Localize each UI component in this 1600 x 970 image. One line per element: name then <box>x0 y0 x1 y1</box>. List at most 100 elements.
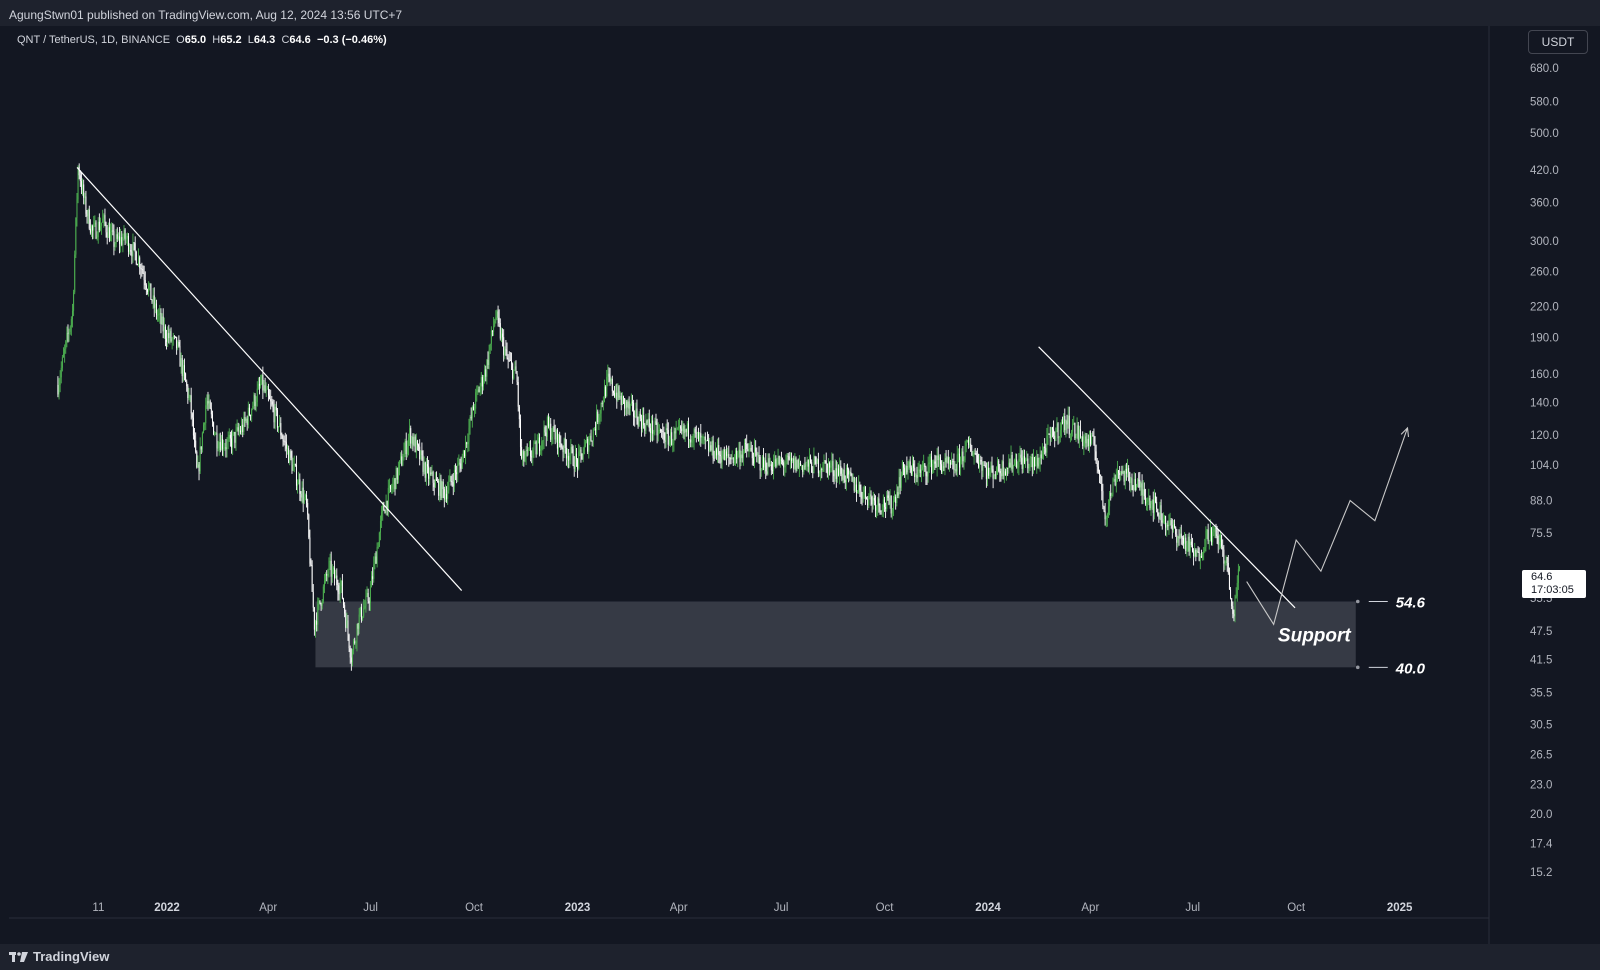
candle-body <box>293 464 295 466</box>
candle-body <box>685 429 687 433</box>
candle-body <box>881 509 883 512</box>
candle-body <box>589 435 591 443</box>
candle-body <box>387 487 389 510</box>
candle-body <box>1121 471 1123 474</box>
candle-body <box>1212 531 1214 543</box>
candle-body <box>290 451 292 458</box>
candle-body <box>574 453 576 469</box>
candle-body <box>483 380 485 387</box>
candle-body <box>1122 470 1124 474</box>
candle-body <box>956 454 958 472</box>
candle-body <box>312 591 314 608</box>
candle-body <box>821 468 823 471</box>
candle-body <box>470 416 472 419</box>
candle-body <box>1158 515 1160 519</box>
candle-body <box>106 232 108 238</box>
candle-body <box>1083 440 1085 447</box>
candle-body <box>1021 457 1023 469</box>
candle-body <box>758 455 760 457</box>
candle-body <box>308 514 310 538</box>
tradingview-logo[interactable]: TradingView <box>9 949 109 964</box>
candle-body <box>1099 471 1101 475</box>
candle-body <box>336 575 338 585</box>
candle-body <box>479 386 481 393</box>
candle-body <box>1051 427 1053 430</box>
candle-body <box>190 395 192 414</box>
candle-body <box>1174 523 1176 528</box>
candle-body <box>1111 494 1113 496</box>
candle-body <box>199 446 201 472</box>
price-tick-label: 580.0 <box>1530 97 1559 109</box>
candle-body <box>378 532 380 547</box>
candle-body <box>584 441 586 446</box>
candle-body <box>924 463 926 467</box>
candle-body <box>1124 468 1126 482</box>
candle-body <box>620 395 622 406</box>
candle-body <box>131 251 133 257</box>
candle-body <box>274 406 276 423</box>
candle-body <box>1217 535 1219 545</box>
candle-body <box>1197 550 1199 553</box>
projection-arrowhead <box>1400 426 1410 437</box>
candle-body <box>876 506 878 511</box>
candle-body <box>766 471 768 474</box>
candle-body <box>1010 455 1012 468</box>
candle-body <box>1224 560 1226 564</box>
candle-body <box>1093 435 1095 445</box>
candle-body <box>1130 478 1132 484</box>
candle-body <box>170 331 172 341</box>
time-tick-label: Jul <box>1185 902 1200 914</box>
candle-body <box>362 616 364 620</box>
candle-body <box>878 498 880 506</box>
candle-body <box>869 494 871 497</box>
currency-button[interactable]: USDT <box>1528 30 1588 54</box>
candle-body <box>935 463 937 468</box>
candle-body <box>756 451 758 456</box>
candle-body <box>1002 461 1004 476</box>
candle-body <box>691 441 693 443</box>
candle-body <box>842 469 844 480</box>
candle-body <box>545 432 547 437</box>
price-tick-label: 140.0 <box>1530 397 1559 409</box>
tradingview-brand: TradingView <box>33 949 110 964</box>
candle-body <box>93 224 95 231</box>
candle-body <box>582 453 584 460</box>
candle-body <box>743 443 745 451</box>
candle-body <box>1139 479 1141 488</box>
candle-body <box>737 453 739 460</box>
candle-body <box>159 312 161 315</box>
candle-body <box>331 569 333 577</box>
candle-body <box>575 453 577 460</box>
candle-body <box>886 495 888 509</box>
candle-body <box>885 507 887 509</box>
candle-body <box>767 458 769 474</box>
candle-body <box>867 498 869 506</box>
candle-body <box>617 386 619 401</box>
candle-body <box>944 458 946 467</box>
candle-body <box>573 465 575 469</box>
time-tick-label: 2022 <box>154 902 180 914</box>
candle-body <box>148 286 150 292</box>
candle-body <box>1216 534 1218 536</box>
candle-body <box>1143 489 1145 497</box>
candle-body <box>1103 506 1105 512</box>
candle-body <box>759 456 761 471</box>
candle-body <box>203 424 205 433</box>
candle-body <box>799 462 801 466</box>
candle-body <box>952 461 954 462</box>
candle-body <box>567 455 569 459</box>
candle-body <box>285 442 287 449</box>
price-chart[interactable]: Support 54.6 40.0 680.0 580.0 500.0 420.0 360.0… <box>0 26 1600 944</box>
candle-body <box>668 438 670 445</box>
candle-body <box>239 430 241 433</box>
price-tick-label: 360.0 <box>1530 198 1559 210</box>
candle-body <box>117 236 119 239</box>
candle-body <box>1195 549 1197 557</box>
candle-body <box>208 401 210 404</box>
candle-body <box>406 446 408 455</box>
candle-body <box>989 471 991 476</box>
candle-body <box>875 500 877 511</box>
candle-body <box>1153 496 1155 513</box>
candle-body <box>337 584 339 592</box>
candle-body <box>679 426 681 428</box>
